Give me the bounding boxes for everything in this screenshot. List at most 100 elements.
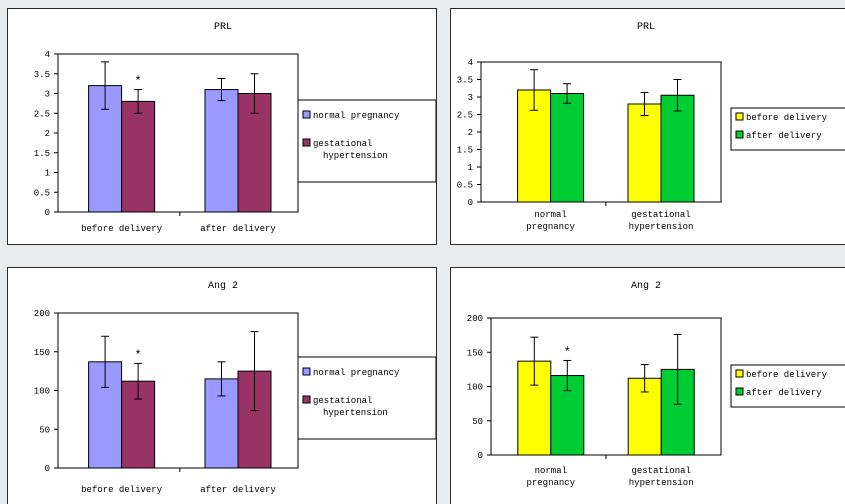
legend-swatch-gestational-hypertension (302, 395, 311, 404)
y-tick-label: 2.5 (34, 109, 50, 119)
y-tick-label: 0.5 (34, 188, 50, 198)
error-bar (530, 69, 539, 111)
y-tick-label: 1.5 (34, 149, 50, 159)
y-tick-label: 4 (468, 58, 473, 68)
y-tick-label: 1 (45, 169, 50, 179)
x-tick-label: after delivery (200, 224, 276, 234)
error-bar (640, 364, 649, 393)
y-tick-label: 3 (45, 90, 50, 100)
legend-box (297, 356, 436, 440)
legend-label-normal-pregnancy: normal pregnancy (313, 111, 400, 121)
y-axis: 0 0.5 1 1.5 2 2.5 3 3.5 4 (34, 50, 58, 218)
error-bar (217, 77, 226, 102)
error-bar (217, 361, 226, 397)
legend-box (730, 107, 845, 151)
x-tick-label: gestational hypertension (629, 210, 694, 232)
y-tick-label: 50 (472, 417, 483, 427)
error-bar (563, 83, 572, 104)
legend-label-before-delivery: before delivery (746, 370, 828, 380)
y-tick-label: 2.5 (457, 111, 473, 121)
error-bar (134, 89, 143, 114)
legend-box (730, 364, 845, 408)
y-tick-label: 1 (468, 163, 473, 173)
significance-marker: * (564, 345, 571, 359)
error-bar (530, 336, 539, 386)
legend-swatch-gestational-hypertension (302, 138, 311, 147)
y-tick-label: 4 (45, 50, 50, 60)
legend-label-after-delivery: after delivery (746, 131, 822, 141)
bar-normal-pregnancy-after-delivery (204, 89, 239, 213)
bar-gestational-hypertension-before-delivery (121, 100, 156, 213)
y-tick-label: 3.5 (34, 70, 50, 80)
y-tick-label: 200 (34, 309, 50, 319)
y-tick-label: 50 (39, 425, 50, 435)
y-axis: 0 50 100 150 200 (467, 314, 491, 461)
x-tick-label: before delivery (81, 224, 163, 234)
bar-before-delivery-gestational-hypertension (627, 103, 662, 203)
legend-label-gestational-hypertension: gestational hypertension (313, 396, 388, 418)
x-tick-label: normal pregnancy (526, 210, 575, 232)
legend-swatch-normal-pregnancy (302, 367, 311, 376)
x-tick-label: normal pregnancy (526, 466, 575, 488)
significance-marker: * (134, 348, 141, 362)
y-tick-label: 0 (45, 208, 50, 218)
chart-panel-ang2-by-group: Ang 2 0 50 100 150 200 * normal pregnancy gest… (450, 267, 845, 504)
chart-panel-prl-by-group: PRL 0 0.5 1 1.5 2 2.5 3 3.5 4 normal pregnancy ges… (450, 8, 845, 245)
legend-label-after-delivery: after delivery (746, 388, 822, 398)
bar-series: * (88, 331, 272, 469)
legend-label-gestational-hypertension: gestational hypertension (313, 139, 388, 161)
chart-panel-prl-by-delivery: PRL 0 0.5 1 1.5 2 2.5 3 3.5 4 * before delivery a… (7, 8, 437, 245)
chart-prl-by-group: PRL 0 0.5 1 1.5 2 2.5 3 3.5 4 normal pregnancy ges… (457, 22, 845, 232)
y-tick-label: 100 (34, 387, 50, 397)
chart-title: Ang 2 (631, 281, 661, 292)
y-tick-label: 0 (478, 451, 483, 461)
chart-panel-ang2-by-delivery: Ang 2 0 50 100 150 200 * before delivery afte… (7, 267, 437, 504)
x-axis: normal pregnancy gestational hypertension (526, 455, 694, 488)
legend-label-before-delivery: before delivery (746, 113, 828, 123)
bar-series (517, 69, 695, 203)
x-tick-label: after delivery (200, 485, 276, 495)
y-tick-label: 150 (34, 348, 50, 358)
chart-prl-by-delivery: PRL 0 0.5 1 1.5 2 2.5 3 3.5 4 * before delivery a… (34, 22, 436, 234)
y-tick-label: 150 (467, 348, 483, 358)
chart-title: Ang 2 (208, 281, 238, 292)
y-tick-label: 3 (468, 93, 473, 103)
legend: normal pregnancy gestational hypertension (297, 356, 436, 440)
chart-title: PRL (214, 22, 232, 33)
legend-box (297, 99, 436, 183)
error-bar (640, 91, 649, 117)
x-axis: before delivery after delivery (81, 212, 276, 234)
x-axis: before delivery after delivery (81, 468, 276, 495)
bar-before-delivery-gestational-hypertension (627, 377, 662, 456)
bar-series: * (88, 61, 272, 213)
legend-label-normal-pregnancy: normal pregnancy (313, 368, 400, 378)
error-bar (101, 61, 110, 110)
bar-after-delivery-gestational-hypertension (660, 94, 695, 203)
y-tick-label: 3.5 (457, 76, 473, 86)
significance-marker: * (134, 75, 141, 89)
chart-title: PRL (637, 22, 655, 33)
chart-ang2-by-group: Ang 2 0 50 100 150 200 * normal pregnancy gest… (467, 281, 845, 488)
y-tick-label: 0.5 (457, 181, 473, 191)
y-tick-label: 200 (467, 314, 483, 324)
legend: before delivery after delivery (730, 107, 845, 151)
error-bar (134, 362, 143, 400)
legend-swatch-normal-pregnancy (302, 110, 311, 119)
legend-swatch-after-delivery (735, 130, 744, 139)
y-tick-label: 1.5 (457, 146, 473, 156)
legend-swatch-before-delivery (735, 112, 744, 121)
y-tick-label: 100 (467, 383, 483, 393)
bar-after-delivery-normal-pregnancy (550, 93, 585, 203)
error-bar (250, 73, 259, 114)
legend-swatch-after-delivery (735, 387, 744, 396)
chart-ang2-by-delivery: Ang 2 0 50 100 150 200 * before delivery afte… (34, 281, 436, 495)
y-tick-label: 0 (45, 464, 50, 474)
legend: normal pregnancy gestational hypertension (297, 99, 436, 183)
y-tick-label: 2 (45, 129, 50, 139)
x-tick-label: before delivery (81, 485, 163, 495)
bar-series: * (517, 333, 695, 456)
legend-swatch-before-delivery (735, 369, 744, 378)
error-bar (673, 79, 682, 112)
x-axis: normal pregnancy gestational hypertension (526, 202, 693, 232)
